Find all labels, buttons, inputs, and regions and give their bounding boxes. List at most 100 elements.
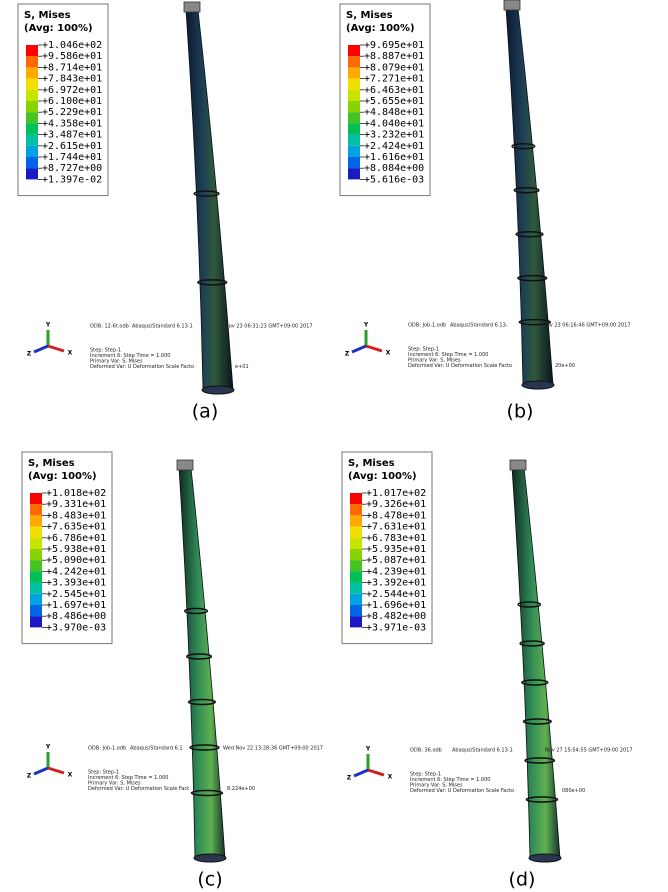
triad-z bbox=[33, 766, 49, 776]
step-info: Step: Step-1 bbox=[90, 348, 121, 354]
pole-head bbox=[503, 0, 521, 11]
legend-band bbox=[26, 56, 38, 68]
scale-factor: 080e+00 bbox=[562, 788, 585, 794]
pole-joint bbox=[521, 679, 549, 686]
legend-band bbox=[348, 45, 360, 57]
legend-value: +8.478e+01 bbox=[366, 510, 426, 521]
legend-value: +7.843e+01 bbox=[42, 74, 102, 85]
triad-x bbox=[367, 768, 385, 777]
pole-head bbox=[183, 1, 201, 13]
legend-band bbox=[350, 560, 362, 572]
pole-joint bbox=[197, 279, 228, 286]
legend-value: +1.744e+01 bbox=[42, 152, 102, 163]
legend-band bbox=[348, 168, 360, 180]
legend-band bbox=[30, 582, 42, 594]
legend-value: +5.087e+01 bbox=[366, 555, 426, 566]
legend-band bbox=[30, 504, 42, 516]
legend-value: +4.239e+01 bbox=[366, 566, 426, 577]
pole-joint bbox=[522, 718, 552, 725]
legend-band bbox=[350, 549, 362, 561]
legend-value: +6.783e+01 bbox=[366, 533, 426, 544]
legend-title: S, Mises bbox=[24, 10, 71, 21]
legend-band bbox=[348, 56, 360, 68]
step-info: Deformed Var: U Deformation Scale Fact bbox=[88, 786, 189, 792]
pole-base bbox=[193, 853, 227, 863]
step-info: Step: Step-1 bbox=[408, 347, 439, 353]
legend-value: +2.424e+01 bbox=[364, 141, 424, 152]
triad-x bbox=[47, 344, 65, 353]
caption: (c) bbox=[197, 869, 222, 891]
legend-band bbox=[350, 571, 362, 583]
pole-joint bbox=[525, 796, 559, 803]
triad-label: Y bbox=[363, 322, 369, 329]
legend-value: +2.615e+01 bbox=[42, 141, 102, 152]
legend-value: +5.616e-03 bbox=[364, 174, 424, 185]
date: Nov 27 15:54:55 GMT+09:00 2017 bbox=[545, 748, 633, 754]
triad-z bbox=[351, 344, 367, 354]
legend-value: +8.084e+00 bbox=[364, 163, 424, 174]
legend-band bbox=[30, 515, 42, 527]
step-info: Primary Var: S, Mises bbox=[410, 783, 463, 789]
legend-band bbox=[26, 45, 38, 57]
legend-value: +4.848e+01 bbox=[364, 107, 424, 118]
date: Nov 23 06:31:23 GMT+09:00 2017 bbox=[225, 324, 313, 330]
legend: S, Mises(Avg: 100%)+9.695e+01+8.887e+01+… bbox=[339, 3, 431, 197]
legend-value: +8.079e+01 bbox=[364, 62, 424, 73]
legend-value: +1.616e+01 bbox=[364, 152, 424, 163]
legend-band bbox=[26, 78, 38, 90]
step-info: Primary Var: S, Mises bbox=[88, 781, 141, 787]
legend-subtitle: (Avg: 100%) bbox=[24, 23, 93, 34]
triad-z bbox=[33, 344, 49, 354]
pole-joint bbox=[190, 789, 224, 797]
legend-band bbox=[26, 89, 38, 101]
pole-joint bbox=[189, 744, 220, 751]
legend-band bbox=[30, 549, 42, 561]
legend-band bbox=[26, 112, 38, 124]
legend-band bbox=[350, 493, 362, 505]
pole-joint bbox=[517, 274, 548, 282]
legend-value: +5.090e+01 bbox=[46, 555, 106, 566]
legend: S, Mises(Avg: 100%)+1.046e+02+9.586e+01+… bbox=[17, 3, 109, 197]
legend-value: +4.242e+01 bbox=[46, 566, 106, 577]
legend-title: S, Mises bbox=[28, 458, 75, 469]
legend-subtitle: (Avg: 100%) bbox=[346, 23, 415, 34]
odb-name: ODB: Job-1.odb bbox=[408, 323, 446, 329]
triad-label: Z bbox=[27, 773, 32, 780]
pole bbox=[185, 9, 234, 391]
triad-x bbox=[47, 766, 65, 775]
legend-band bbox=[348, 78, 360, 90]
legend-value: +1.018e+02 bbox=[46, 488, 106, 499]
solver: Abaqus/Standard 6.13- bbox=[450, 323, 508, 329]
legend-value: +5.935e+01 bbox=[366, 544, 426, 555]
legend-value: +6.100e+01 bbox=[42, 96, 102, 107]
step-info: Step: Step-1 bbox=[88, 770, 119, 776]
pole-joint bbox=[185, 653, 213, 660]
legend-band bbox=[30, 537, 42, 549]
panel: S, Mises(Avg: 100%)+1.018e+02+9.331e+01+… bbox=[21, 451, 323, 891]
legend-value: +8.727e+00 bbox=[42, 163, 102, 174]
pole bbox=[511, 467, 561, 859]
triad-label: Y bbox=[45, 322, 51, 329]
step-info: Primary Var: S, Mises bbox=[90, 359, 143, 365]
scale-factor: e+01 bbox=[235, 364, 249, 370]
legend-value: +4.358e+01 bbox=[42, 118, 102, 129]
legend-title: S, Mises bbox=[346, 10, 393, 21]
legend-band bbox=[348, 157, 360, 169]
legend-band bbox=[350, 593, 362, 605]
legend-value: +8.714e+01 bbox=[42, 62, 102, 73]
odb-name: ODB: 36.odb bbox=[410, 748, 442, 754]
triad-label: Z bbox=[27, 351, 32, 358]
pole-joint bbox=[511, 142, 536, 150]
triad-label: X bbox=[68, 772, 73, 779]
legend-value: +8.887e+01 bbox=[364, 51, 424, 62]
legend-value: +6.463e+01 bbox=[364, 85, 424, 96]
legend-band bbox=[30, 560, 42, 572]
odb-name: ODB: 12-6t.odb bbox=[90, 324, 129, 330]
legend-value: +1.696e+01 bbox=[366, 600, 426, 611]
legend-value: +2.544e+01 bbox=[366, 589, 426, 600]
legend-value: +8.486e+00 bbox=[46, 611, 106, 622]
legend-band bbox=[348, 134, 360, 146]
pole-head bbox=[176, 459, 194, 471]
triad-label: Y bbox=[365, 746, 371, 753]
